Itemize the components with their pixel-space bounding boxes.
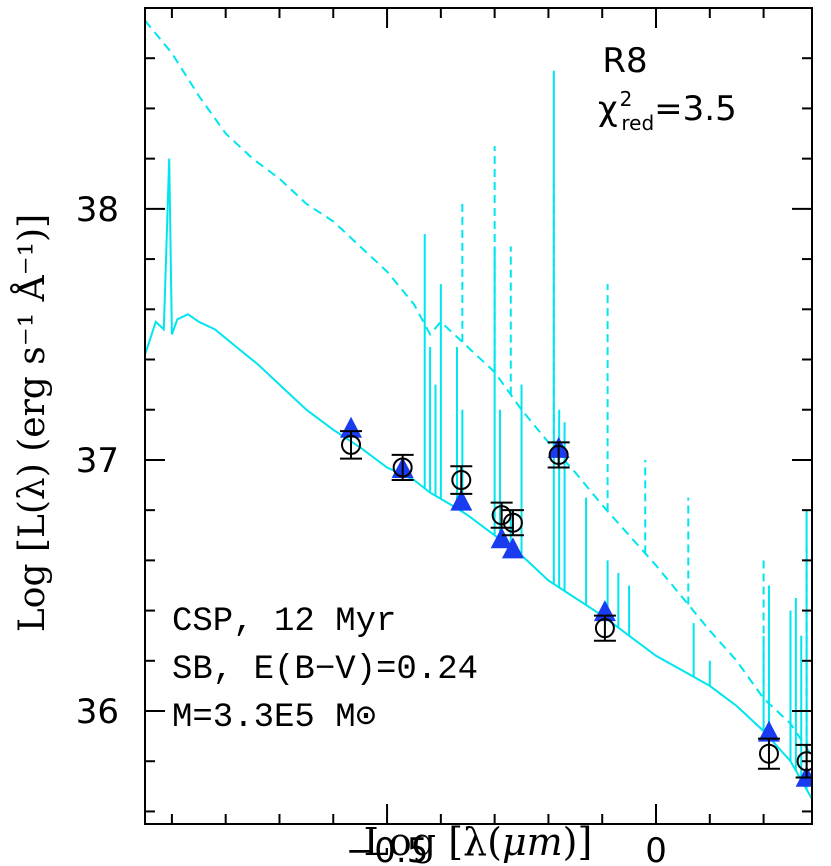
chi-symbol: χ <box>598 89 618 129</box>
observed-photometry-circle <box>341 434 362 455</box>
annotation-model: CSP, 12 Myr <box>172 603 396 641</box>
chi-sub: red <box>621 111 654 135</box>
x-axis-label-unit: μm <box>502 820 563 864</box>
y-tick-label: 38 <box>76 190 119 230</box>
observed-photometry-circle <box>758 743 779 764</box>
annotation-mass: M=3.3E5 M⊙ <box>172 699 376 737</box>
model-spectrum-attenuated <box>145 158 812 800</box>
plot-area <box>145 19 812 800</box>
observed-photometry-circle <box>548 444 569 465</box>
model-spectrum-intrinsic <box>145 19 812 757</box>
model-photometry-triangle <box>490 527 513 549</box>
x-axis-label: Log [λ(μm)] <box>364 820 593 864</box>
observed-photometry-circle <box>796 751 812 772</box>
x-tick-label: −0.5 <box>346 831 429 866</box>
chart-title: R8 <box>602 41 647 81</box>
chi-sup: 2 <box>620 87 633 111</box>
observed-photometry-circle <box>502 512 523 533</box>
model-photometry-triangle <box>501 537 524 559</box>
model-photometry-triangle <box>340 416 363 438</box>
x-tick-label: 0 <box>645 831 667 866</box>
plot-frame <box>144 7 813 825</box>
x-axis-label-suffix: )] <box>563 820 593 864</box>
annotation-extinction: SB, E(B−V)=0.24 <box>172 651 478 689</box>
y-tick-label: 36 <box>76 692 119 732</box>
y-tick-label: 37 <box>76 441 119 481</box>
chi-value: =3.5 <box>654 89 737 129</box>
x-axis-label-prefix: Log [λ( <box>364 820 502 864</box>
observed-photometry-circle <box>451 470 472 491</box>
observed-photometry-circle <box>392 457 413 478</box>
chi-square-label: χ 2 red=3.5 <box>598 87 737 135</box>
model-photometry-triangle <box>757 720 780 742</box>
observed-photometry-circle <box>491 505 512 526</box>
observed-photometry-circle <box>594 618 615 639</box>
model-photometry-triangle <box>450 489 473 511</box>
y-axis-label: Log [L(λ) (erg s⁻¹ Å⁻¹)] <box>11 214 53 632</box>
axes: −0.5 0 36 37 38 <box>76 7 813 866</box>
